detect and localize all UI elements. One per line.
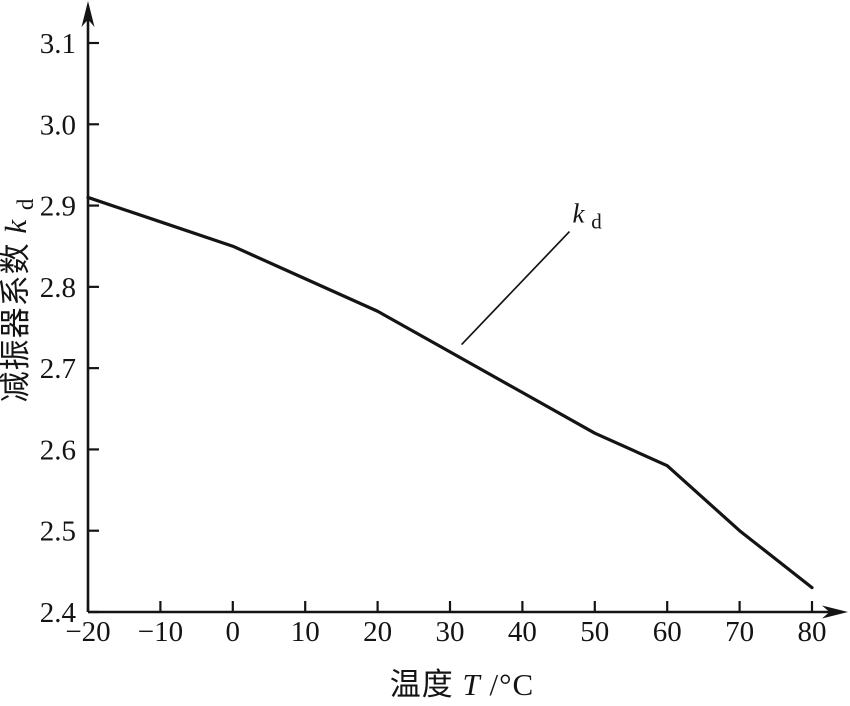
y-tick-label: 2.9	[40, 191, 76, 223]
x-ticks-group	[86, 601, 814, 612]
x-tick-label: 70	[725, 616, 754, 648]
y-tick-label: 2.6	[40, 434, 76, 466]
x-tick-labels-group: −20 −10 0 10 20 30 40 50 60 70 80	[65, 616, 826, 648]
y-tick-label: 2.5	[40, 516, 76, 548]
y-tick-label: 2.7	[40, 353, 76, 385]
x-tick-label: 60	[653, 616, 682, 648]
curve-label: k d	[572, 199, 602, 234]
y-tick-label: 2.8	[40, 272, 76, 304]
x-tick-label: 50	[580, 616, 609, 648]
x-axis-title-var: T	[463, 667, 483, 702]
y-tick-label: 3.0	[40, 109, 76, 141]
y-axis-title-cn: 减振器系数	[0, 242, 33, 402]
x-tick-label: 80	[798, 616, 827, 648]
x-tick-label: −20	[65, 616, 110, 648]
x-tick-label: 40	[508, 616, 537, 648]
x-tick-label: −10	[138, 616, 183, 648]
x-axis-title-unit: /°C	[490, 667, 535, 702]
x-axis-title-cn: 温度	[390, 667, 454, 702]
y-axis-arrow-icon	[81, 1, 95, 27]
y-tick-label: 2.4	[40, 597, 77, 629]
y-axis-title-var: k	[0, 219, 33, 234]
x-axis-title: 温度 T /°C	[390, 667, 534, 702]
y-axis-title: 减振器系数 k d	[0, 198, 38, 403]
x-tick-label: 10	[291, 616, 320, 648]
curve-label-var: k	[572, 199, 585, 229]
annotation-group: k d	[460, 199, 602, 346]
y-tick-labels-group: 2.4 2.5 2.6 2.7 2.8 2.9 3.0 3.1	[40, 28, 77, 629]
x-axis-arrow-icon	[822, 605, 848, 619]
data-curve-group	[86, 195, 814, 590]
x-tick-label: 0	[226, 616, 241, 648]
x-tick-label: 20	[363, 616, 392, 648]
y-axis-title-subscript: d	[13, 198, 38, 211]
y-tick-label: 3.1	[40, 28, 76, 60]
curve-label-subscript: d	[591, 210, 602, 234]
annotation-leader-line	[460, 230, 571, 346]
data-curve-line	[86, 195, 814, 590]
x-tick-label: 30	[436, 616, 465, 648]
y-ticks-group	[88, 41, 99, 614]
